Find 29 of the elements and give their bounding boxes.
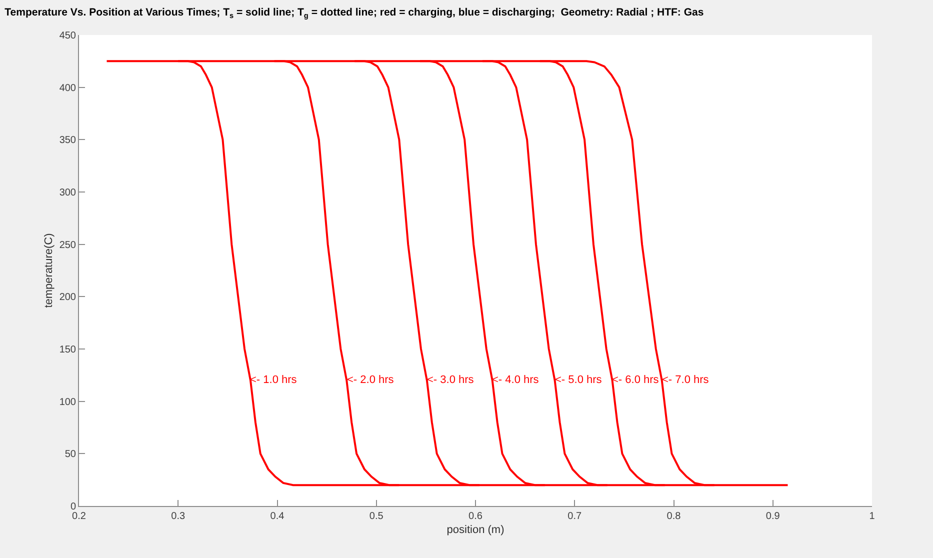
chart-title: Temperature Vs. Position at Various Times; T$_{s}$ = solid line; T$_{g}$ = dotted line; red = charging, blue = discharging; Geometry: Radial ; HTF: Gas (4, 6, 704, 20)
x-tick-label: 0.3 (171, 511, 186, 522)
x-tick-label: 0.4 (270, 511, 285, 522)
y-tick-label: 0 (70, 502, 76, 512)
annotation: <- 7.0 hrs (662, 374, 710, 386)
y-tick-label: 400 (59, 82, 76, 94)
annotation: <- 3.0 hrs (427, 374, 474, 386)
y-tick-label: 300 (59, 188, 76, 198)
y-tick-label: 50 (64, 449, 76, 460)
x-tick-label: 1 (869, 511, 876, 522)
x-tick-label: 0.5 (369, 511, 384, 522)
annotation: <- 1.0 hrs (250, 374, 298, 386)
y-tick-label: 200 (59, 292, 76, 304)
x-tick-label: 0.6 (468, 511, 483, 522)
annotation: <- 6.0 hrs (612, 374, 660, 386)
y-axis-title: temperature(C) (42, 233, 55, 308)
annotation: <- 4.0 hrs (492, 374, 540, 386)
y-tick-label: 100 (59, 396, 76, 408)
x-tick-label: 0.8 (666, 511, 682, 522)
y-tick-label: 450 (59, 30, 76, 42)
y-tick-label: 350 (59, 135, 76, 146)
y-tick-label: 250 (59, 240, 76, 251)
x-tick-label: 0.7 (568, 511, 582, 522)
x-axis-title: position (m) (446, 524, 504, 536)
x-tick-label: 0.9 (766, 511, 780, 522)
annotation: <- 5.0 hrs (555, 374, 602, 386)
y-tick-label: 150 (59, 344, 76, 356)
annotation: <- 2.0 hrs (347, 374, 394, 386)
x-tick-label: 0.2 (72, 511, 86, 522)
